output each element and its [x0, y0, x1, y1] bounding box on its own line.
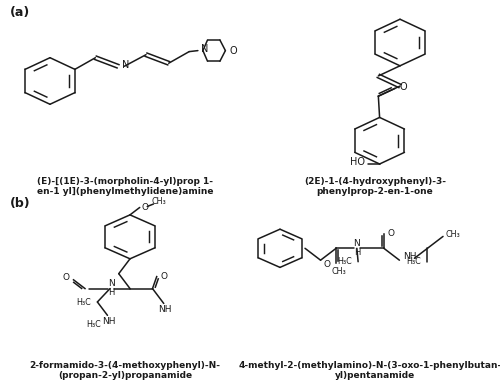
- Text: O: O: [230, 45, 237, 56]
- Text: N: N: [354, 239, 360, 248]
- Text: H₃C: H₃C: [406, 257, 421, 266]
- Text: 4-methyl-2-(methylamino)-N-(3-oxo-1-phenylbutan-2-
yl)pentanamide: 4-methyl-2-(methylamino)-N-(3-oxo-1-phen…: [238, 361, 500, 380]
- Text: CH₃: CH₃: [151, 197, 166, 206]
- Text: 2-formamido-3-(4-methoxyphenyl)-N-
(propan-2-yl)propanamide: 2-formamido-3-(4-methoxyphenyl)-N- (prop…: [30, 361, 220, 380]
- Text: CH₃: CH₃: [446, 230, 460, 239]
- Text: N: N: [122, 60, 130, 70]
- Text: (E)-[(1E)-3-(morpholin-4-yl)prop 1-
en-1 yl](phenylmethylidene)amine: (E)-[(1E)-3-(morpholin-4-yl)prop 1- en-1…: [37, 177, 213, 196]
- Text: N: N: [201, 44, 208, 54]
- Text: H₃C: H₃C: [76, 298, 91, 308]
- Text: (2E)-1-(4-hydroxyphenyl)-3-
phenylprop-2-en-1-one: (2E)-1-(4-hydroxyphenyl)-3- phenylprop-2…: [304, 177, 446, 196]
- Text: HO: HO: [350, 157, 364, 167]
- Text: (b): (b): [10, 197, 30, 210]
- Text: NH: NH: [102, 317, 116, 325]
- Text: O: O: [400, 81, 407, 92]
- Text: O: O: [160, 272, 168, 281]
- Text: NH: NH: [402, 252, 416, 261]
- Text: H: H: [108, 288, 114, 297]
- Text: O: O: [388, 228, 395, 238]
- Text: N: N: [108, 279, 114, 288]
- Text: H₃C: H₃C: [337, 257, 351, 266]
- Text: (a): (a): [10, 6, 30, 19]
- Text: CH₃: CH₃: [331, 267, 346, 276]
- Text: H₃C: H₃C: [86, 320, 101, 329]
- Text: H: H: [354, 248, 360, 257]
- Text: O: O: [141, 203, 148, 212]
- Text: NH: NH: [158, 305, 172, 314]
- Text: O: O: [62, 274, 70, 282]
- Text: O: O: [324, 260, 331, 269]
